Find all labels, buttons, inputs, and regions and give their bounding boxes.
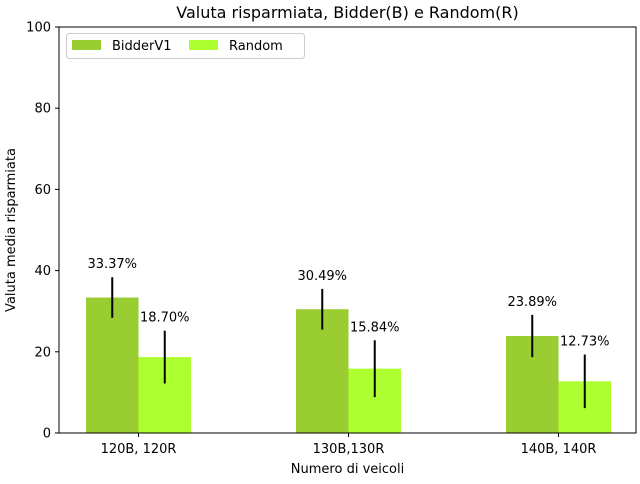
legend: BidderV1 Random <box>66 33 305 59</box>
data-label-bidderv1-0: 33.37% <box>87 257 137 272</box>
data-label-random-2: 12.73% <box>560 335 610 350</box>
y-tick-label: 80 <box>34 102 51 117</box>
x-axis-label: Numero di veicoli <box>291 462 404 477</box>
x-tick-label: 130B,130R <box>313 442 385 457</box>
legend-swatch-random <box>189 40 218 50</box>
bar-bidderv1-1 <box>296 309 349 433</box>
legend-swatch-bidderv1 <box>72 40 101 50</box>
y-tick-label: 100 <box>26 21 51 36</box>
x-tick-label: 120B, 120R <box>101 442 177 457</box>
y-tick-label: 40 <box>34 264 51 279</box>
data-label-random-0: 18.70% <box>140 311 190 326</box>
x-tick-label: 140B, 140R <box>521 442 597 457</box>
legend-box <box>66 33 305 59</box>
y-tick-label: 60 <box>34 183 51 198</box>
legend-label-random: Random <box>229 39 283 54</box>
y-tick-label: 0 <box>43 427 51 442</box>
plot-area: 33.37% 30.49% 23.89% 18.70% 15.84% 12.73% <box>86 257 611 433</box>
data-label-bidderv1-2: 23.89% <box>507 295 557 310</box>
data-label-random-1: 15.84% <box>350 320 400 335</box>
chart-title: Valuta risparmiata, Bidder(B) e Random(R… <box>176 3 518 22</box>
legend-label-bidderv1: BidderV1 <box>112 39 172 54</box>
axes-frame <box>58 26 637 434</box>
data-label-bidderv1-1: 30.49% <box>297 269 347 284</box>
x-axis: 120B, 120R 130B,130R 140B, 140R <box>101 433 597 457</box>
y-axis: 0 20 40 60 80 100 <box>26 21 59 442</box>
y-axis-label: Valuta media risparmiata <box>4 148 19 312</box>
y-tick-label: 20 <box>34 345 51 360</box>
bar-bidderv1-0 <box>86 297 139 433</box>
